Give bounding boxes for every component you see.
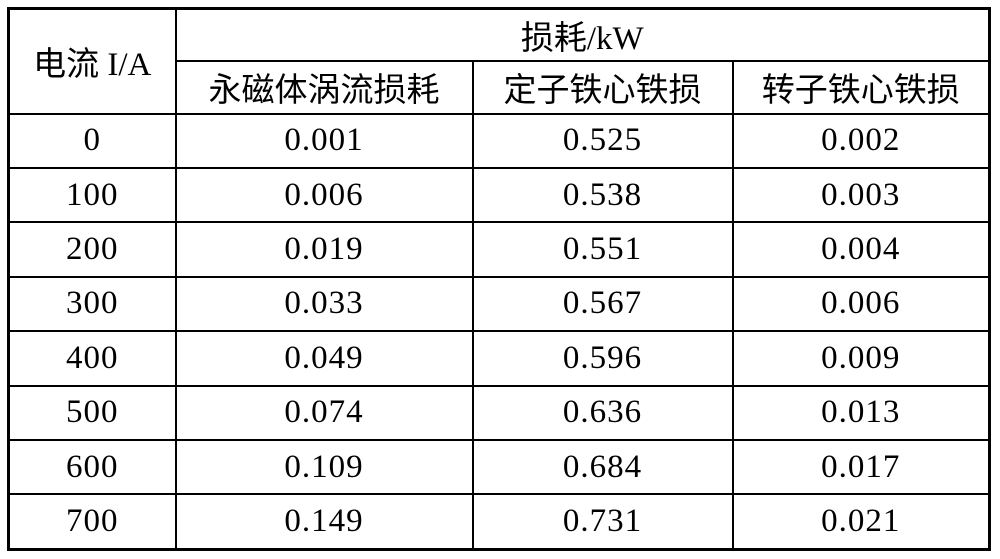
current-cell: 500 <box>7 384 177 441</box>
magnet-eddy-loss-cell: 0.074 <box>174 384 474 441</box>
corner-header-current: 电流 I/A <box>7 7 177 115</box>
rotor-iron-loss-cell: 0.004 <box>731 221 991 278</box>
sub-header-stator-iron-loss: 定子铁心铁损 <box>471 59 734 115</box>
current-cell: 600 <box>7 438 177 496</box>
current-cell: 200 <box>7 221 177 278</box>
table-row: 200 0.019 0.551 0.004 <box>7 221 991 278</box>
group-header-loss: 损耗/kW <box>174 7 991 62</box>
rotor-iron-loss-cell: 0.003 <box>731 166 991 224</box>
current-cell: 700 <box>7 493 177 551</box>
stator-iron-loss-cell: 0.684 <box>471 438 734 496</box>
table-row: 400 0.049 0.596 0.009 <box>7 330 991 387</box>
current-cell: 100 <box>7 166 177 224</box>
table-row: 300 0.033 0.567 0.006 <box>7 275 991 333</box>
stator-iron-loss-cell: 0.731 <box>471 493 734 551</box>
magnet-eddy-loss-cell: 0.001 <box>174 112 474 169</box>
table-row: 700 0.149 0.731 0.021 <box>7 493 991 551</box>
rotor-iron-loss-cell: 0.006 <box>731 275 991 333</box>
stator-iron-loss-cell: 0.596 <box>471 330 734 387</box>
rotor-iron-loss-cell: 0.009 <box>731 330 991 387</box>
stator-iron-loss-cell: 0.538 <box>471 166 734 224</box>
rotor-iron-loss-cell: 0.017 <box>731 438 991 496</box>
stator-iron-loss-cell: 0.636 <box>471 384 734 441</box>
magnet-eddy-loss-cell: 0.006 <box>174 166 474 224</box>
rotor-iron-loss-cell: 0.021 <box>731 493 991 551</box>
table-row: 600 0.109 0.684 0.017 <box>7 438 991 496</box>
table-header-row-sub: 永磁体涡流损耗 定子铁心铁损 转子铁心铁损 <box>9 59 991 115</box>
loss-data-table: 电流 I/A 损耗/kW 永磁体涡流损耗 定子铁心铁损 转子铁心铁损 0 0.0… <box>7 7 992 551</box>
table-row: 0 0.001 0.525 0.002 <box>7 112 991 169</box>
current-cell: 0 <box>7 112 177 169</box>
stator-iron-loss-cell: 0.551 <box>471 221 734 278</box>
stator-iron-loss-cell: 0.525 <box>471 112 734 169</box>
current-cell: 300 <box>7 275 177 333</box>
table-row: 100 0.006 0.538 0.003 <box>7 166 991 224</box>
table-row: 500 0.074 0.636 0.013 <box>7 384 991 441</box>
magnet-eddy-loss-cell: 0.049 <box>174 330 474 387</box>
rotor-iron-loss-cell: 0.002 <box>731 112 991 169</box>
table-header-row-group: 电流 I/A 损耗/kW <box>7 7 991 115</box>
magnet-eddy-loss-cell: 0.033 <box>174 275 474 333</box>
magnet-eddy-loss-cell: 0.149 <box>174 493 474 551</box>
magnet-eddy-loss-cell: 0.109 <box>174 438 474 496</box>
magnet-eddy-loss-cell: 0.019 <box>174 221 474 278</box>
sub-header-rotor-iron-loss: 转子铁心铁损 <box>731 59 991 115</box>
sub-header-magnet-eddy-loss: 永磁体涡流损耗 <box>174 59 474 115</box>
rotor-iron-loss-cell: 0.013 <box>731 384 991 441</box>
current-cell: 400 <box>7 330 177 387</box>
stator-iron-loss-cell: 0.567 <box>471 275 734 333</box>
